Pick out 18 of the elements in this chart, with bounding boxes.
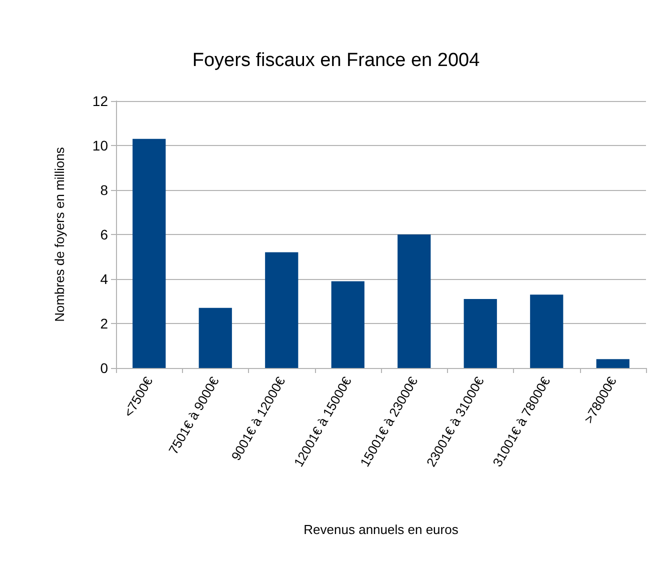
bar [331, 281, 364, 368]
y-tick-label: 10 [92, 138, 108, 154]
bar [265, 252, 298, 368]
x-axis-title: Revenus annuels en euros [304, 522, 459, 537]
bar [530, 294, 564, 368]
y-tick-label: 8 [100, 182, 108, 198]
y-tick-label: 0 [100, 360, 108, 376]
bar [464, 299, 497, 368]
y-tick-label: 12 [92, 93, 108, 109]
bar [132, 138, 166, 368]
y-tick-label: 6 [100, 226, 108, 242]
y-tick-label: 4 [100, 271, 108, 287]
y-tick-label: 2 [100, 316, 108, 332]
bar [198, 308, 232, 368]
y-axis-title: Nombres de foyers en millions [52, 146, 67, 322]
chart-title: Foyers fiscaux en France en 2004 [192, 50, 480, 71]
bar [398, 234, 431, 368]
bar [596, 359, 630, 368]
